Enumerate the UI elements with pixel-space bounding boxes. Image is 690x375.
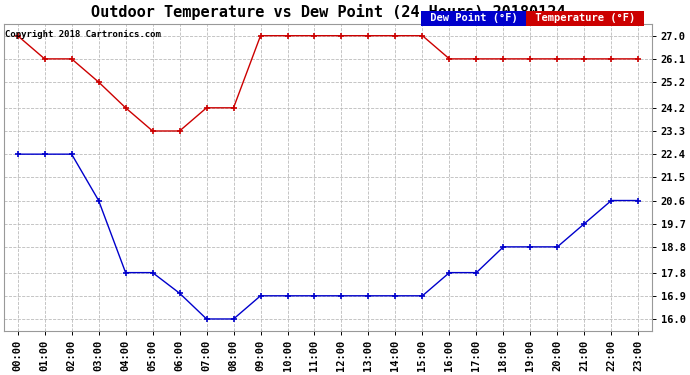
Title: Outdoor Temperature vs Dew Point (24 Hours) 20180124: Outdoor Temperature vs Dew Point (24 Hou…: [91, 4, 565, 20]
Text: Temperature (°F): Temperature (°F): [529, 13, 641, 24]
Text: Dew Point (°F): Dew Point (°F): [424, 13, 524, 24]
Text: Copyright 2018 Cartronics.com: Copyright 2018 Cartronics.com: [6, 30, 161, 39]
